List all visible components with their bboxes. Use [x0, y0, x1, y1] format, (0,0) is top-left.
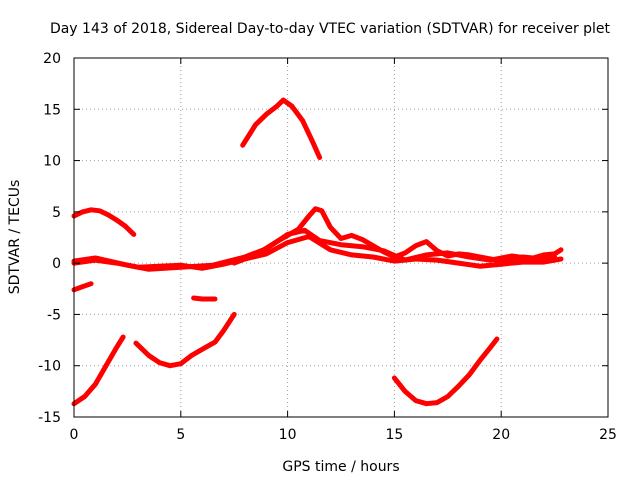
x-tick-label-3: 15 [385, 427, 403, 443]
y-tick-label-2: -5 [47, 307, 61, 323]
x-tick-label-4: 20 [492, 427, 510, 443]
x-tick-label-1: 5 [176, 427, 185, 443]
x-tick-label-5: 25 [599, 427, 617, 443]
y-tick-label-6: 15 [43, 102, 61, 118]
series-arc-lower-right [391, 336, 500, 407]
series-segment-neg-2 [71, 281, 94, 293]
x-tick-label-2: 10 [279, 427, 297, 443]
series-arc-upper-left [71, 207, 137, 237]
chart-title: Day 143 of 2018, Sidereal Day-to-day VTE… [50, 21, 611, 37]
plot-frame [73, 57, 609, 418]
series-arc-lower-left [71, 334, 126, 407]
y-tick-label-4: 5 [52, 205, 61, 221]
series-arc-lower-mid [133, 311, 237, 369]
y-tick-label-5: 10 [43, 154, 61, 170]
x-tick-label-0: 0 [70, 427, 79, 443]
y-tick-label-3: 0 [52, 256, 61, 272]
y-tick-label-1: -10 [38, 359, 61, 375]
series-arc-top [240, 97, 323, 160]
axis-ticks: 0 5 10 15 20 25 -15 -10 -5 0 5 10 15 20 [38, 51, 617, 443]
y-tick-label-0: -15 [38, 410, 61, 426]
y-tick-label-7: 20 [43, 51, 61, 67]
series-band-mid [71, 227, 558, 272]
y-axis-label: SDTVAR / TECUs [7, 180, 23, 295]
series-segment-neg-3 [191, 295, 218, 302]
x-axis-label: GPS time / hours [282, 459, 399, 475]
series-layer [71, 97, 564, 407]
